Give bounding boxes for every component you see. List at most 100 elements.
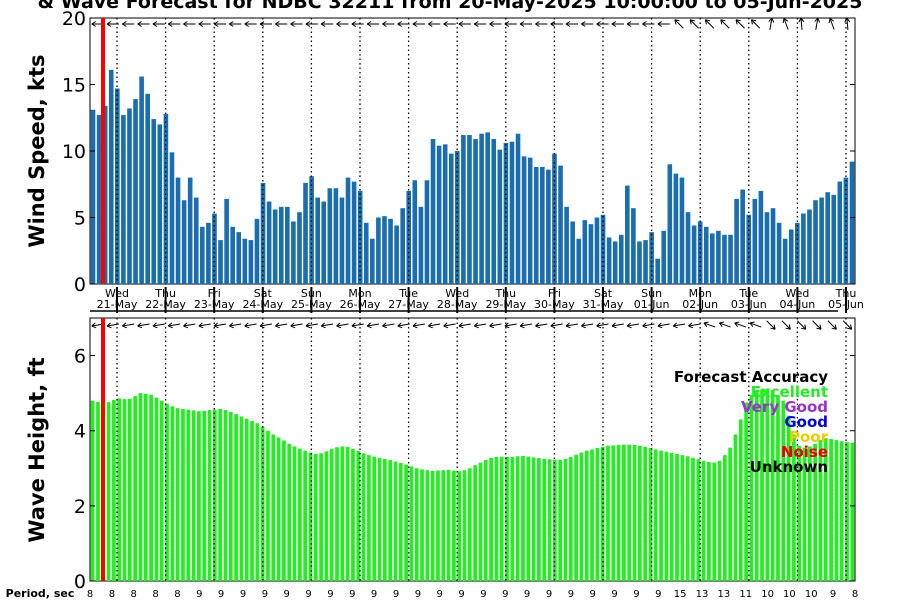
- wind-bar: [631, 208, 636, 284]
- wave-bar: [372, 456, 377, 581]
- date-label: 26-May: [340, 298, 381, 311]
- period-label: 9: [480, 589, 486, 600]
- wave-bar: [308, 452, 313, 581]
- wave-bar: [96, 401, 100, 581]
- day-of-week-label: Sat: [594, 287, 613, 300]
- y-tick-label: 0: [74, 571, 86, 593]
- wind-bar: [673, 173, 679, 284]
- wind-bar: [127, 108, 132, 284]
- date-label: 03-Jun: [731, 298, 767, 311]
- wind-bar: [527, 157, 533, 284]
- direction-arrow: [167, 322, 181, 329]
- wave-bar: [197, 411, 201, 581]
- period-label: 9: [284, 589, 290, 600]
- wave-bar: [133, 396, 138, 581]
- wave-bar: [377, 457, 382, 581]
- wave-bar: [297, 448, 302, 581]
- wind-bar: [121, 115, 126, 284]
- wave-bar: [149, 394, 153, 581]
- direction-arrow: [183, 21, 196, 27]
- legend-item-unknown: Unknown: [750, 458, 828, 476]
- direction-arrow: [734, 321, 747, 328]
- direction-arrow: [768, 17, 775, 30]
- period-label: 15: [674, 589, 687, 600]
- direction-arrow: [152, 21, 165, 27]
- direction-arrow: [366, 21, 380, 27]
- wind-bar: [643, 240, 648, 284]
- wave-bar: [552, 459, 557, 581]
- direction-arrow: [290, 322, 303, 329]
- wave-bar: [250, 420, 254, 581]
- day-of-week-label: Wed: [445, 287, 469, 300]
- wave-bar: [797, 445, 802, 581]
- wind-bar: [339, 197, 345, 284]
- wave-bar: [728, 447, 733, 581]
- direction-arrow: [626, 21, 640, 27]
- wind-bar: [291, 221, 296, 284]
- wind-bar: [819, 197, 824, 284]
- wind-y-axis-label: Wind Speed, kts: [25, 54, 49, 247]
- date-label: 29-May: [485, 298, 526, 311]
- wave-bar: [159, 400, 164, 581]
- wave-direction-arrows: [91, 320, 853, 330]
- period-label: 9: [655, 589, 661, 600]
- wave-bar: [834, 440, 839, 581]
- date-label: 23-May: [194, 298, 235, 311]
- direction-arrow: [766, 320, 776, 330]
- wind-bar: [400, 208, 405, 284]
- wind-bar: [200, 226, 205, 284]
- period-label: 9: [524, 589, 530, 600]
- wave-bar: [579, 452, 584, 581]
- wave-bar: [531, 457, 536, 581]
- wind-bar: [776, 222, 782, 284]
- direction-arrow: [259, 21, 272, 27]
- date-label: 31-May: [583, 298, 624, 311]
- wave-bar: [760, 389, 764, 581]
- direction-arrow: [611, 21, 624, 27]
- direction-arrow: [674, 19, 684, 29]
- day-of-week-label: Tue: [738, 287, 758, 300]
- wind-bar: [576, 238, 582, 284]
- direction-arrow: [122, 322, 135, 329]
- direction-arrow: [351, 322, 364, 329]
- direction-arrow: [504, 322, 517, 329]
- wind-bar: [801, 213, 806, 284]
- y-tick-label: 0: [74, 274, 86, 296]
- date-label: 05-Jun: [828, 298, 864, 311]
- wave-bar: [271, 434, 276, 581]
- wave-bar: [776, 395, 780, 581]
- wave-bar: [664, 451, 669, 581]
- wind-bar: [722, 234, 727, 284]
- wind-bar: [236, 232, 242, 284]
- wind-bar: [206, 222, 211, 284]
- wind-bar: [272, 209, 278, 284]
- wave-bar: [356, 451, 361, 581]
- legend-item-very-good: Very Good: [741, 398, 828, 416]
- wave-bar: [568, 457, 573, 581]
- period-label: 13: [718, 589, 731, 600]
- wind-bar: [649, 232, 654, 284]
- wave-bar: [345, 446, 350, 581]
- wind-bar: [230, 226, 235, 284]
- wind-bar: [752, 198, 758, 284]
- direction-arrow: [351, 21, 364, 27]
- direction-arrow: [720, 19, 730, 29]
- wave-bar: [436, 470, 440, 581]
- wind-bar: [770, 208, 776, 284]
- direction-arrow: [259, 322, 272, 329]
- period-label: 9: [415, 589, 421, 600]
- wave-bar: [351, 448, 355, 581]
- direction-arrow: [336, 322, 349, 329]
- period-label: 10: [805, 589, 818, 600]
- day-of-week-label: Sun: [641, 287, 662, 300]
- direction-arrow: [305, 21, 318, 27]
- period-label: 10: [783, 589, 796, 600]
- direction-arrow: [611, 322, 624, 329]
- wave-bar: [675, 454, 679, 581]
- direction-arrow: [535, 21, 548, 27]
- wind-day-gridlines: [116, 18, 847, 284]
- wave-bar: [590, 449, 594, 581]
- wind-bar: [285, 206, 290, 284]
- wave-bar: [786, 415, 791, 581]
- period-label: 9: [218, 589, 224, 600]
